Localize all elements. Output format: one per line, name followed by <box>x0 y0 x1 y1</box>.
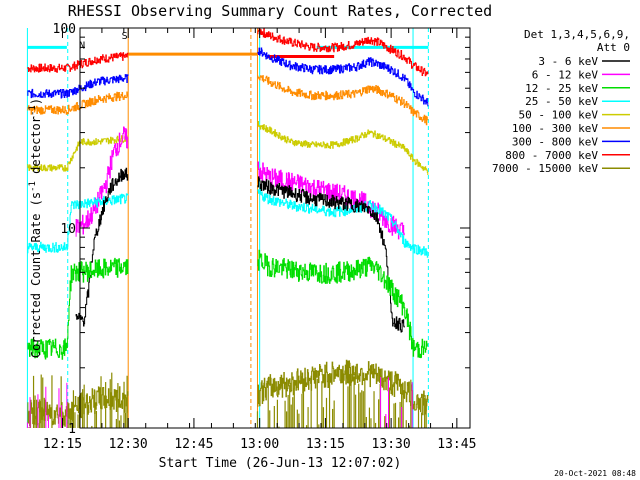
series-1-segment-2 <box>257 27 429 77</box>
legend-entry-label: 7000 - 15000 keV <box>492 162 598 175</box>
x-tick-label: 12:30 <box>109 437 148 452</box>
legend-header-detectors: Det 1,3,4,5,6,9, <box>524 28 630 41</box>
series-1-segment-1 <box>27 52 129 73</box>
chart-title: RHESSI Observing Summary Count Rates, Co… <box>68 2 492 20</box>
series-2-spikes <box>26 377 413 428</box>
y-axis-label-sup1: -1 <box>28 181 38 192</box>
series-2 <box>27 47 429 107</box>
legend-entry-label: 50 - 100 keV <box>519 109 599 122</box>
legend-entry-label: 800 - 7000 keV <box>505 149 598 162</box>
x-tick-label: 12:45 <box>174 437 213 452</box>
legend-entry-label: 6 - 12 keV <box>532 68 599 81</box>
series-4 <box>27 121 429 175</box>
legend-entry-label: 300 - 800 keV <box>512 135 598 148</box>
x-tick-label: 13:15 <box>306 437 345 452</box>
series-4-segment-2 <box>257 121 429 175</box>
series-3-segment-1 <box>27 91 129 115</box>
y-axis-label-main: Corrected Count Rate (s <box>29 192 43 358</box>
series-1 <box>27 27 429 77</box>
series-2-segment-1 <box>27 74 129 99</box>
x-tick-label: 13:45 <box>437 437 476 452</box>
x-tick-label: 13:30 <box>372 437 411 452</box>
series-6-segment-2 <box>257 188 429 258</box>
series-7-segment-2 <box>257 176 405 333</box>
series-6 <box>27 188 429 258</box>
series-2-segment-2 <box>257 47 429 107</box>
x-axis-label: Start Time (26-Jun-13 12:07:02) <box>159 456 402 471</box>
series-5-segment-1 <box>75 126 129 237</box>
legend-entry-label: 100 - 300 keV <box>512 122 598 135</box>
series-4-segment-1 <box>27 135 129 172</box>
series-8-segment-1 <box>27 257 129 360</box>
legend-entry-label: 25 - 50 keV <box>525 95 598 108</box>
series-8-segment-2 <box>257 249 428 359</box>
series-9-segment-2 <box>257 359 429 416</box>
y-tick-label: 1 <box>68 422 76 437</box>
axes: 1 10 100 12:15 12:30 12:45 13:00 13:15 13:30 13:4… <box>43 22 477 452</box>
y-tick-label: 10 <box>60 222 76 237</box>
series-3 <box>27 75 429 126</box>
y-axis-label-sup2: -1 <box>28 105 38 116</box>
flag-label-s: S <box>122 31 128 42</box>
series-7 <box>75 167 405 333</box>
plot-area: SN <box>26 27 429 428</box>
series-7-segment-1 <box>75 167 129 327</box>
flag-label-n: N <box>79 40 85 51</box>
y-axis-label-mid: detector <box>29 116 43 181</box>
series-6-segment-1 <box>27 193 129 254</box>
series-8 <box>27 249 428 360</box>
legend-header-attenuator: Att 0 <box>597 41 630 54</box>
x-tick-label: 12:15 <box>43 437 82 452</box>
y-tick-label: 100 <box>53 22 76 37</box>
y-axis-label: Corrected Count Rate (s-1 detector-1) <box>28 98 43 358</box>
legend-entry-label: 3 - 6 keV <box>538 55 598 68</box>
series-3-segment-2 <box>257 75 429 126</box>
legend-entry-label: 12 - 25 keV <box>525 82 598 95</box>
footer-date: 20-Oct-2021 08:48 <box>554 469 636 478</box>
x-tick-label: 13:00 <box>240 437 279 452</box>
y-axis-label-end: ) <box>29 98 43 105</box>
